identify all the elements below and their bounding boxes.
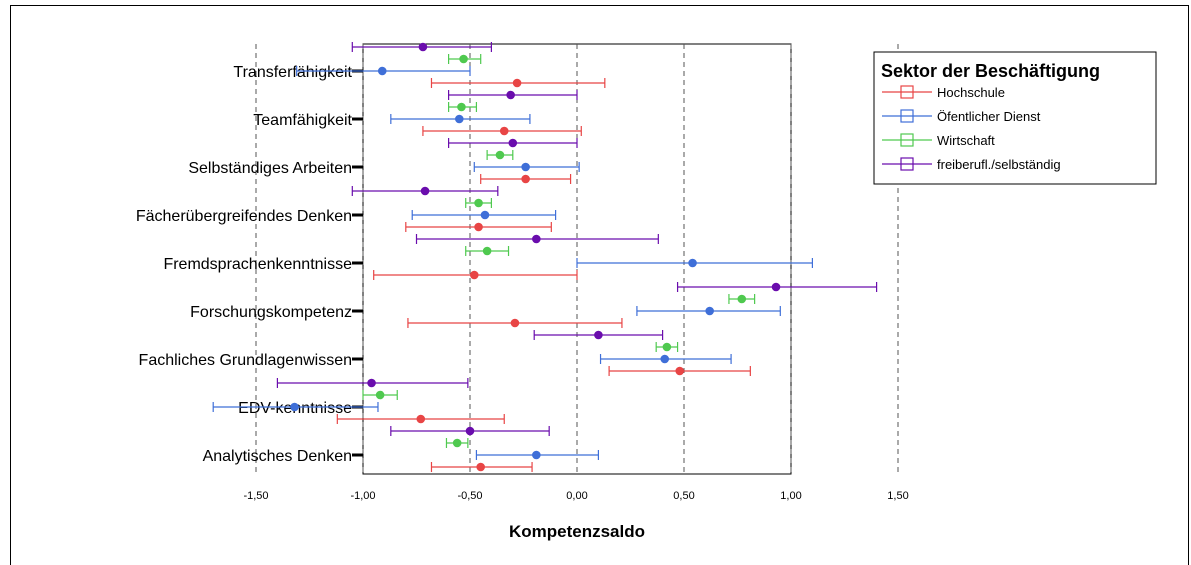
- legend-item: Wirtschaft: [882, 133, 995, 148]
- category-label: Fächerübergreifendes Denken: [136, 208, 352, 225]
- category-label: Fachliches Grundlagenwissen: [139, 352, 352, 369]
- series-1: [362, 54, 756, 448]
- series-0: [276, 42, 878, 436]
- mean-marker: [512, 78, 522, 88]
- x-tick-label: -1,50: [243, 490, 268, 502]
- mean-marker: [474, 222, 483, 232]
- legend-marker: [900, 85, 914, 99]
- category-label: Analytisches Denken: [203, 448, 352, 465]
- legend-marker: [900, 133, 914, 147]
- mean-marker: [465, 426, 475, 436]
- mean-marker: [476, 462, 486, 472]
- category-label: Selbständiges Arbeiten: [188, 160, 352, 177]
- legend-label: Hochschule: [937, 85, 1005, 100]
- mean-marker: [594, 330, 603, 340]
- legend-label: Wirtschaft: [937, 133, 995, 148]
- mean-marker: [675, 366, 685, 376]
- mean-marker: [418, 42, 428, 52]
- legend-item: Öfentlicher Dienst: [882, 109, 1041, 124]
- mean-marker: [662, 342, 672, 352]
- legend-box: [873, 51, 1157, 185]
- mean-marker: [482, 246, 492, 256]
- x-tick-label: 1,50: [887, 490, 908, 502]
- mean-marker: [521, 162, 530, 172]
- mean-marker: [290, 402, 299, 412]
- mean-marker: [737, 294, 747, 304]
- mean-marker: [459, 54, 468, 64]
- series-2: [212, 66, 814, 460]
- legend: Sektor der Beschäftigung Hochschule Öfent…: [873, 51, 1157, 185]
- mean-marker: [771, 282, 781, 292]
- mean-marker: [506, 90, 515, 100]
- series-layer: [212, 42, 878, 472]
- legend-marker: [900, 157, 914, 171]
- mean-marker: [499, 126, 509, 136]
- mean-marker: [452, 438, 462, 448]
- mean-marker: [367, 378, 376, 388]
- x-tick-label: -1,00: [350, 490, 375, 502]
- mean-marker: [660, 354, 670, 364]
- mean-marker: [532, 234, 541, 244]
- mean-marker: [420, 186, 430, 196]
- category-label: Teamfähigkeit: [253, 112, 352, 129]
- category-label: Fremdsprachenkenntnisse: [163, 256, 352, 273]
- category-label: Transferfähigkeit: [233, 64, 352, 81]
- mean-marker: [688, 258, 697, 268]
- x-tick-label: 0,00: [566, 490, 587, 502]
- mean-marker: [474, 198, 483, 208]
- mean-marker: [469, 270, 479, 280]
- legend-label: freiberufl./selbständig: [937, 157, 1061, 172]
- mean-marker: [495, 150, 505, 160]
- series-3: [336, 78, 751, 472]
- category-labels: Transferfähigkeit Teamfähigkeit Selbständi…: [136, 64, 363, 465]
- legend-title: Sektor der Beschäftigung: [881, 61, 1100, 81]
- mean-marker: [455, 114, 464, 124]
- mean-marker: [510, 318, 520, 328]
- x-axis-title: Kompetenzsaldo: [509, 522, 645, 541]
- legend-items: Hochschule Öfentlicher Dienst Wirtschaft fr…: [882, 85, 1061, 172]
- legend-item: Hochschule: [882, 85, 1005, 100]
- mean-marker: [508, 138, 518, 148]
- mean-marker: [375, 390, 385, 400]
- chart-frame: [10, 5, 1189, 565]
- mean-marker: [457, 102, 466, 112]
- x-tick-label: 1,00: [780, 490, 801, 502]
- x-tick-label: 0,50: [673, 490, 694, 502]
- category-label: Forschungskompetenz: [190, 304, 352, 321]
- mean-marker: [377, 66, 387, 76]
- x-tick-labels: -1,50 -1,00 -0,50 0,00 0,50 1,00 1,50: [243, 490, 908, 502]
- legend-label: Öfentlicher Dienst: [937, 109, 1041, 124]
- mean-marker: [416, 414, 426, 424]
- mean-marker: [532, 450, 541, 460]
- legend-marker: [900, 109, 914, 123]
- mean-marker: [521, 174, 530, 184]
- mean-marker: [705, 306, 714, 316]
- legend-item: freiberufl./selbständig: [882, 157, 1061, 172]
- mean-marker: [480, 210, 490, 220]
- x-tick-label: -0,50: [457, 490, 482, 502]
